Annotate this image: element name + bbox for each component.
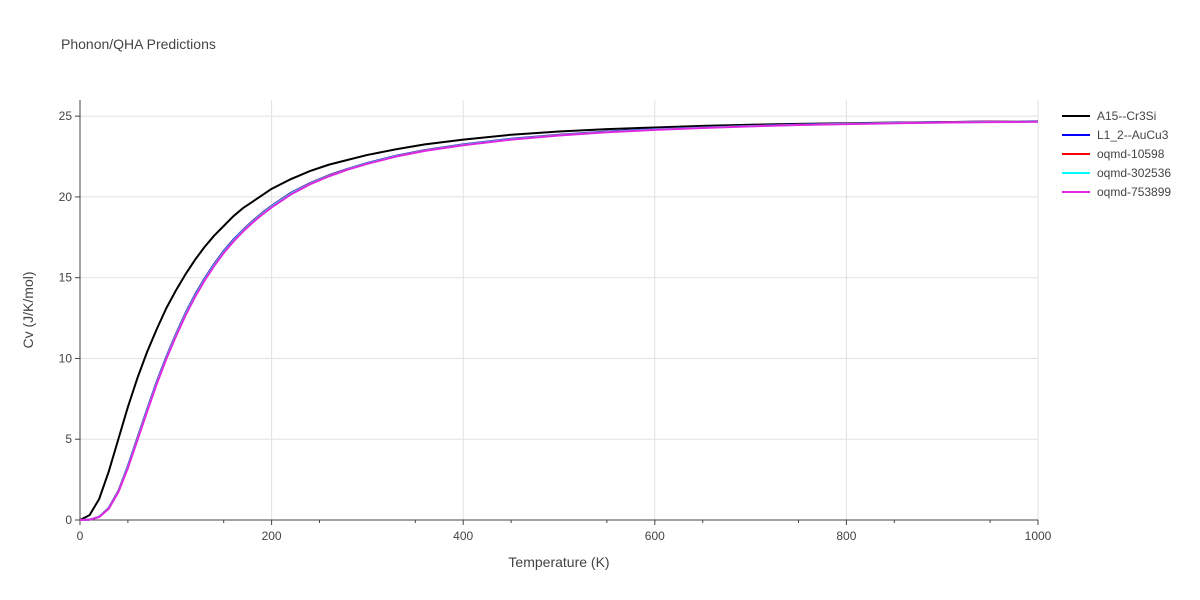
- series-line-4[interactable]: [79, 120, 1039, 521]
- x-tick-label: 200: [262, 529, 282, 543]
- legend-swatch: [1062, 152, 1090, 155]
- legend-label: A15--Cr3Si: [1097, 108, 1157, 123]
- y-tick-label: 25: [59, 109, 73, 123]
- y-tick-label: 15: [59, 271, 73, 285]
- legend-item[interactable]: oqmd-753899: [1062, 182, 1171, 201]
- x-tick-label: 800: [836, 529, 856, 543]
- legend-item[interactable]: L1_2--AuCu3: [1062, 125, 1171, 144]
- series-line-0[interactable]: [79, 120, 1039, 521]
- grid-layer: [80, 100, 1039, 520]
- legend-swatch: [1062, 114, 1090, 117]
- x-tick-label: 400: [453, 529, 473, 543]
- legend-label: L1_2--AuCu3: [1097, 127, 1169, 142]
- y-axis-title: Cv (J/K/mol): [20, 271, 36, 349]
- legend-label: oqmd-302536: [1097, 165, 1172, 180]
- legend-label: oqmd-753899: [1097, 184, 1172, 199]
- legend-label: oqmd-10598: [1097, 146, 1165, 161]
- y-tick-label: 10: [59, 351, 73, 365]
- series-line-2[interactable]: [79, 120, 1039, 521]
- y-tick-label: 0: [65, 513, 72, 527]
- series-line-1[interactable]: [79, 120, 1039, 521]
- series-line-3[interactable]: [79, 120, 1039, 521]
- legend-item[interactable]: oqmd-10598: [1062, 144, 1171, 163]
- legend-swatch: [1062, 190, 1090, 193]
- chart-title: Phonon/QHA Predictions: [61, 36, 216, 52]
- tick-labels: 0 200 400 600 800 1000 0 5 10 15 20 25: [59, 109, 1052, 543]
- legend-swatch: [1062, 171, 1090, 174]
- legend-swatch: [1062, 133, 1090, 136]
- x-tick-label: 600: [645, 529, 665, 543]
- axis-layer: [75, 100, 1039, 525]
- y-tick-label: 20: [59, 190, 73, 204]
- legend-item[interactable]: oqmd-302536: [1062, 163, 1171, 182]
- legend: A15--Cr3Si L1_2--AuCu3 oqmd-10598 oqmd-3025…: [1062, 106, 1171, 201]
- series-layer: [79, 120, 1039, 521]
- x-axis-title: Temperature (K): [508, 554, 610, 570]
- x-tick-label: 0: [77, 529, 84, 543]
- legend-item[interactable]: A15--Cr3Si: [1062, 106, 1171, 125]
- x-tick-label: 1000: [1025, 529, 1052, 543]
- y-tick-label: 5: [65, 432, 72, 446]
